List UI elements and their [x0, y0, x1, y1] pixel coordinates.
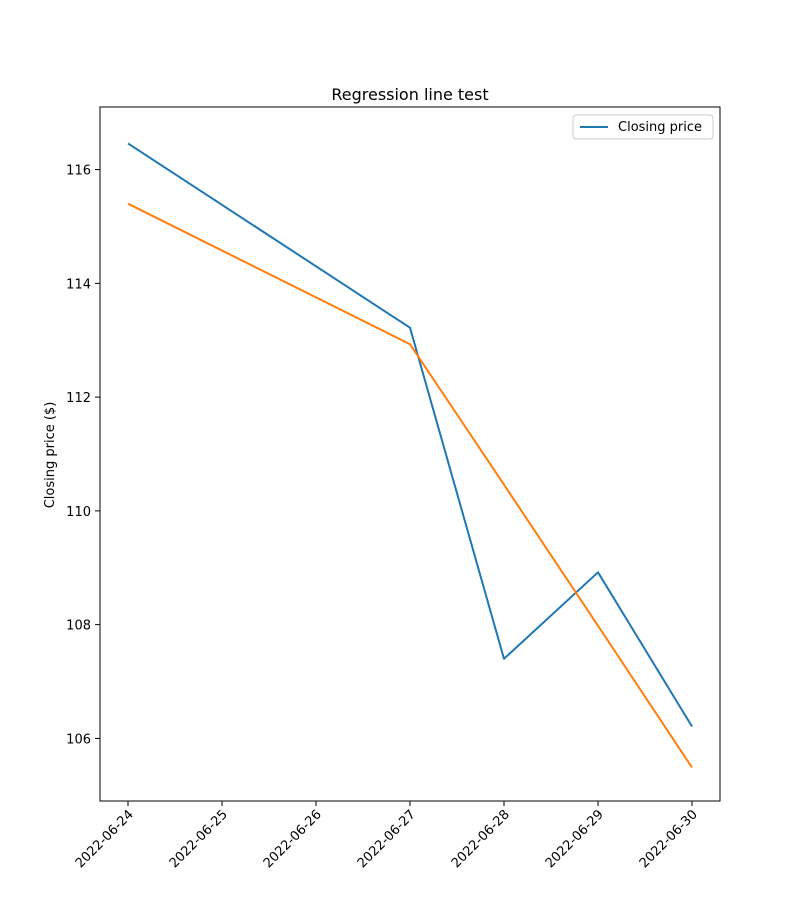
y-tick-label: 108: [66, 619, 91, 634]
chart-title: Regression line test: [331, 85, 488, 104]
legend-label-closing-price: Closing price: [618, 120, 702, 135]
y-axis-label: Closing price ($): [43, 402, 58, 509]
y-tick-label: 114: [66, 277, 91, 292]
series-layer: [127, 142, 693, 768]
y-axis: 106 108 110 112 114 116: [66, 164, 100, 747]
y-tick-label: 110: [66, 505, 91, 520]
legend: Closing price: [572, 114, 714, 140]
legend-box: [572, 114, 714, 140]
series-line-regression: [127, 202, 693, 768]
series-line-closing-price: [127, 142, 693, 728]
y-tick-label: 112: [66, 391, 91, 406]
y-tick-label: 106: [66, 732, 91, 747]
y-tick-label: 116: [66, 164, 91, 179]
